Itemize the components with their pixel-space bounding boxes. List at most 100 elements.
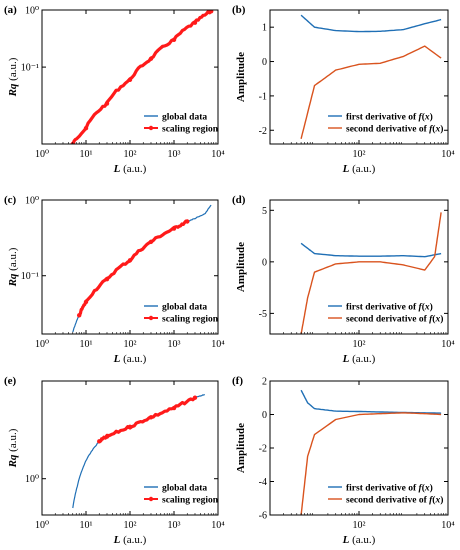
plot-area <box>300 14 442 139</box>
legend: global data scaling region <box>144 484 219 506</box>
y-axis-label: Amplitude <box>235 423 247 473</box>
x-axis-label: L (a.u.) <box>113 163 147 175</box>
legend-label: scaling region <box>162 315 219 325</box>
plot-area <box>300 389 442 515</box>
legend-label: first derivative of f(x) <box>346 483 433 494</box>
legend-marker <box>148 496 154 502</box>
x-axis-unit: (a.u.) <box>349 163 375 175</box>
legend-fn-var: x <box>424 303 430 313</box>
legend-fn: f <box>429 125 433 135</box>
series-line-second-derivative <box>300 212 442 334</box>
legend-fn-var: x <box>434 315 440 325</box>
y-tick-label: -2 <box>259 444 267 455</box>
data-point <box>104 276 110 282</box>
x-axis-unit: (a.u.) <box>120 163 146 175</box>
legend-fn-var: x <box>424 113 430 123</box>
legend-fn: f <box>419 484 423 494</box>
data-point <box>83 299 89 305</box>
series-line-first-derivative <box>300 242 442 258</box>
series-line-second-derivative <box>300 45 442 139</box>
legend-fn-arg: ( <box>422 483 425 494</box>
legend-marker <box>148 125 154 131</box>
x-axis-unit: (a.u.) <box>120 534 146 546</box>
data-point <box>83 126 89 131</box>
x-tick-label: 10¹ <box>80 339 93 350</box>
y-tick-label: 10⁻¹ <box>21 63 39 74</box>
legend-text: first derivative of <box>346 113 419 123</box>
data-point <box>171 226 177 231</box>
data-point <box>76 313 82 318</box>
legend-text: second derivative of <box>346 315 429 325</box>
y-tick-label: 0 <box>262 257 267 268</box>
panel-label: (a) <box>4 4 17 16</box>
x-axis-label: L (a.u.) <box>342 534 376 546</box>
x-tick-label: 10⁰ <box>35 520 49 531</box>
x-tick-label: 10⁰ <box>35 149 49 160</box>
data-point <box>171 37 177 43</box>
y-tick-label: -6 <box>259 511 267 522</box>
legend-label: first derivative of f(x) <box>346 112 433 123</box>
legend-fn-close: ) <box>430 302 433 313</box>
x-tick-label: 10² <box>353 520 366 531</box>
series-line-first-derivative <box>300 389 442 414</box>
legend-fn-close: ) <box>440 495 443 506</box>
legend-text: second derivative of <box>346 125 429 135</box>
x-axis-symbol: L <box>113 163 121 175</box>
y-tick-label: -2 <box>259 126 267 137</box>
legend: first derivative of f(x)second derivativ… <box>328 112 443 135</box>
data-point <box>148 415 154 420</box>
data-point <box>104 101 110 106</box>
y-axis-unit: (a.u.) <box>7 428 19 454</box>
legend-label: second derivative of f(x) <box>346 124 443 135</box>
data-point <box>185 219 190 224</box>
panel-b: 10² 10⁴ -2 -1 0 1 (b) L (a.u.) Amplitude first de… <box>232 4 455 175</box>
legend-fn-arg: ( <box>432 124 435 135</box>
y-tick-label: 10⁰ <box>25 474 39 485</box>
y-tick-label: 0 <box>262 57 267 68</box>
x-axis-symbol: L <box>113 353 121 365</box>
legend-fn: f <box>429 315 433 325</box>
x-axis-label: L (a.u.) <box>342 163 376 175</box>
plot-area <box>72 204 212 333</box>
y-tick-label: -5 <box>259 309 267 320</box>
legend-label: global data <box>162 303 207 313</box>
legend-fn: f <box>419 113 423 123</box>
legend-label: first derivative of f(x) <box>346 302 433 313</box>
y-tick-label: -4 <box>259 477 267 488</box>
x-tick-label: 10⁴ <box>211 520 225 531</box>
legend-label: scaling region <box>162 125 219 135</box>
x-tick-label: 10² <box>353 149 366 160</box>
legend-fn: f <box>419 303 423 313</box>
y-axis-label: Amplitude <box>235 242 247 292</box>
x-axis-label: L (a.u.) <box>342 353 376 365</box>
x-tick-label: 10³ <box>168 149 181 160</box>
data-point <box>127 258 133 263</box>
x-tick-label: 10⁰ <box>35 339 49 350</box>
panel-label: (e) <box>4 375 17 387</box>
series-line-scaling-region <box>98 396 197 443</box>
y-tick-label: 5 <box>262 206 267 217</box>
legend-label: global data <box>162 113 207 123</box>
y-tick-label: 10⁻¹ <box>21 271 39 282</box>
legend-label: second derivative of f(x) <box>346 495 443 506</box>
x-axis-symbol: L <box>342 534 350 546</box>
y-tick-label: 2 <box>262 377 267 388</box>
x-tick-label: 10² <box>124 339 137 350</box>
legend-fn-arg: ( <box>422 112 425 123</box>
y-axis-label: Rq (a.u.) <box>7 57 19 97</box>
legend-fn-arg: ( <box>432 495 435 506</box>
legend-fn-var: x <box>434 496 440 506</box>
series-line-scaling-region <box>78 219 188 316</box>
panel-label: (f) <box>232 375 243 387</box>
legend-fn-close: ) <box>430 112 433 123</box>
x-tick-label: 10⁴ <box>441 339 455 350</box>
x-tick-label: 10² <box>124 520 137 531</box>
x-axis-unit: (a.u.) <box>120 353 146 365</box>
x-axis-symbol: L <box>342 353 350 365</box>
data-point <box>171 405 177 411</box>
x-axis-symbol: L <box>113 534 121 546</box>
data-point <box>192 20 198 25</box>
panel-label: (b) <box>232 4 246 16</box>
